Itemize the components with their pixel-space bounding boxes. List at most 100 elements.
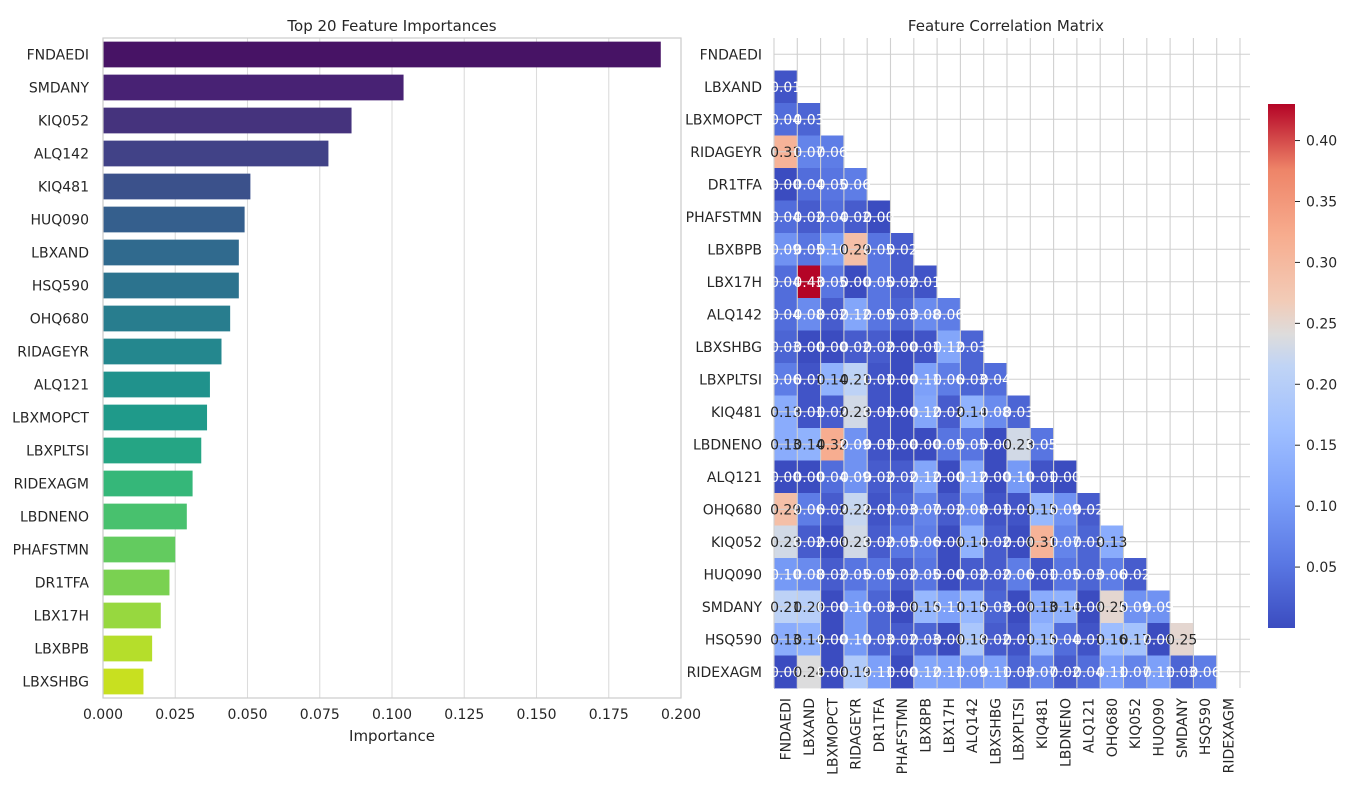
heatmap-annotation: 0.04 — [1050, 632, 1081, 648]
heatmap-annotation: 0.00 — [817, 632, 848, 648]
feature-importance-chart: Top 20 Feature Importances FNDAEDI SMDANY… — [12, 17, 701, 745]
heatmap-annotation: 0.01 — [863, 437, 894, 453]
colorbar-tick-label: 0.05 — [1306, 560, 1337, 576]
bar — [103, 602, 161, 629]
heatmap-annotation: 0.08 — [793, 567, 824, 583]
heatmap-annotation: 0.02 — [863, 535, 894, 551]
heatmap-annotation: 0.25 — [1166, 632, 1197, 648]
heatmap-annotation: 0.12 — [910, 405, 941, 421]
heatmap-annotation: 0.05 — [933, 437, 964, 453]
heatmap-annotation: 0.04 — [770, 307, 801, 323]
heatmap-annotation: 0.02 — [863, 340, 894, 356]
bar-chart-gridlines — [102, 38, 682, 698]
heatmap-annotation: 0.02 — [980, 535, 1011, 551]
heatmap-annotation: 0.00 — [770, 470, 801, 486]
bar-x-axis-label: Importance — [349, 727, 435, 745]
heatmap-annotation: 0.17 — [1120, 632, 1151, 648]
heatmap-annotation: 0.14 — [793, 632, 824, 648]
bar — [103, 173, 251, 200]
heatmap-annotation: 0.01 — [1026, 567, 1057, 583]
bar — [103, 41, 661, 68]
heatmap-annotation: 0.00 — [817, 535, 848, 551]
heatmap-annotation: 0.02 — [793, 535, 824, 551]
heatmap-row-label: LBXBPB — [707, 242, 762, 258]
heatmap-annotation: 0.09 — [840, 437, 871, 453]
bar — [103, 305, 231, 332]
heatmap-row-label: LBXMOPCT — [685, 112, 762, 128]
colorbar-tick-label: 0.40 — [1306, 134, 1337, 150]
bar-category-label: LBXBPB — [34, 642, 89, 658]
heatmap-annotation: 0.00 — [817, 665, 848, 681]
heatmap-annotation: 0.02 — [817, 502, 848, 518]
bar-category-label: LBXAND — [31, 246, 89, 262]
bar-category-label: HSQ590 — [32, 279, 89, 295]
heatmap-annotation: 0.09 — [770, 242, 801, 258]
heatmap-annotation: 0.04 — [770, 112, 801, 128]
heatmap-annotation: 0.00 — [1143, 632, 1174, 648]
heatmap-annotation: 0.12 — [933, 340, 964, 356]
heatmap-annotation: 0.05 — [956, 437, 987, 453]
heatmap-annotation: 0.01 — [1003, 632, 1034, 648]
heatmap-annotation: 0.00 — [933, 632, 964, 648]
heatmap-annotation: 0.02 — [887, 470, 918, 486]
heatmap-annotation: 0.25 — [1096, 600, 1127, 616]
heatmap-annotation: 0.03 — [956, 340, 987, 356]
bar-x-tick-label: 0.175 — [589, 707, 629, 723]
heatmap-annotation: 0.00 — [933, 535, 964, 551]
heatmap-annotation: 0.05 — [887, 535, 918, 551]
heatmap-annotation: 0.01 — [770, 80, 801, 96]
heatmap-annotation: 0.32 — [817, 437, 848, 453]
heatmap-annotation: 0.10 — [817, 242, 848, 258]
heatmap-annotation: 0.10 — [840, 632, 871, 648]
heatmap-column-label: LBXAND — [802, 698, 818, 756]
colorbar-tick-label: 0.10 — [1306, 499, 1337, 515]
heatmap-column-label: LBDNENO — [1058, 698, 1074, 767]
heatmap-annotation: 0.02 — [956, 567, 987, 583]
heatmap-row-label: HSQ590 — [705, 632, 762, 648]
heatmap-annotation: 0.05 — [1026, 437, 1057, 453]
bar-x-tick-label: 0.025 — [155, 707, 195, 723]
heatmap-annotation: 0.22 — [840, 502, 871, 518]
heatmap-annotation: 0.16 — [1096, 632, 1127, 648]
heatmap-annotation: 0.02 — [980, 632, 1011, 648]
heatmap-annotation: 0.08 — [910, 307, 941, 323]
heatmap-row-label: KIQ481 — [711, 405, 762, 421]
heatmap-annotation: 0.08 — [980, 405, 1011, 421]
heatmap-annotation: 0.04 — [770, 275, 801, 291]
heatmap-annotation: 0.05 — [863, 567, 894, 583]
bar-category-label: LBX17H — [34, 609, 89, 625]
bar-category-label: KIQ052 — [38, 114, 89, 130]
heatmap-annotation: 0.02 — [933, 502, 964, 518]
heatmap-annotation: 0.05 — [817, 177, 848, 193]
heatmap-annotation: 0.01 — [863, 405, 894, 421]
heatmap-annotation: 0.08 — [793, 307, 824, 323]
heatmap-annotation: 0.05 — [863, 242, 894, 258]
heatmap-annotation: 0.02 — [1050, 665, 1081, 681]
heatmap-row-label: RIDAGEYR — [690, 145, 762, 161]
heatmap-annotation: 0.02 — [793, 210, 824, 226]
heatmap-annotation: 0.43 — [793, 275, 824, 291]
colorbar-gradient — [1268, 104, 1295, 628]
heatmap-column-label: LBX17H — [942, 698, 958, 753]
heatmap-annotation: 0.03 — [863, 600, 894, 616]
heatmap-annotation: 0.06 — [840, 177, 871, 193]
heatmap-annotation: 0.11 — [1096, 665, 1127, 681]
bar-category-label: RIDAGEYR — [17, 345, 89, 361]
heatmap-annotation: 0.14 — [1050, 600, 1081, 616]
heatmap-annotation: 0.00 — [863, 210, 894, 226]
heatmap-annotation: 0.01 — [980, 502, 1011, 518]
heatmap-column-label: RIDAGEYR — [849, 698, 865, 770]
heatmap-row-label: PHAFSTMN — [686, 210, 762, 226]
heatmap-row-label: OHQ680 — [703, 502, 762, 518]
heatmap-annotation: 0.20 — [793, 600, 824, 616]
heatmap-row-label: LBDNENO — [693, 437, 762, 453]
heatmap-annotation: 0.02 — [887, 242, 918, 258]
bar-category-label: SMDANY — [29, 81, 90, 97]
heatmap-annotation: 0.07 — [793, 145, 824, 161]
heatmap-annotation: 0.01 — [863, 502, 894, 518]
heatmap-annotation: 0.00 — [887, 372, 918, 388]
heatmap-annotation: 0.02 — [817, 405, 848, 421]
heatmap-annotation: 0.02 — [887, 275, 918, 291]
heatmap-annotation: 0.01 — [1003, 502, 1034, 518]
